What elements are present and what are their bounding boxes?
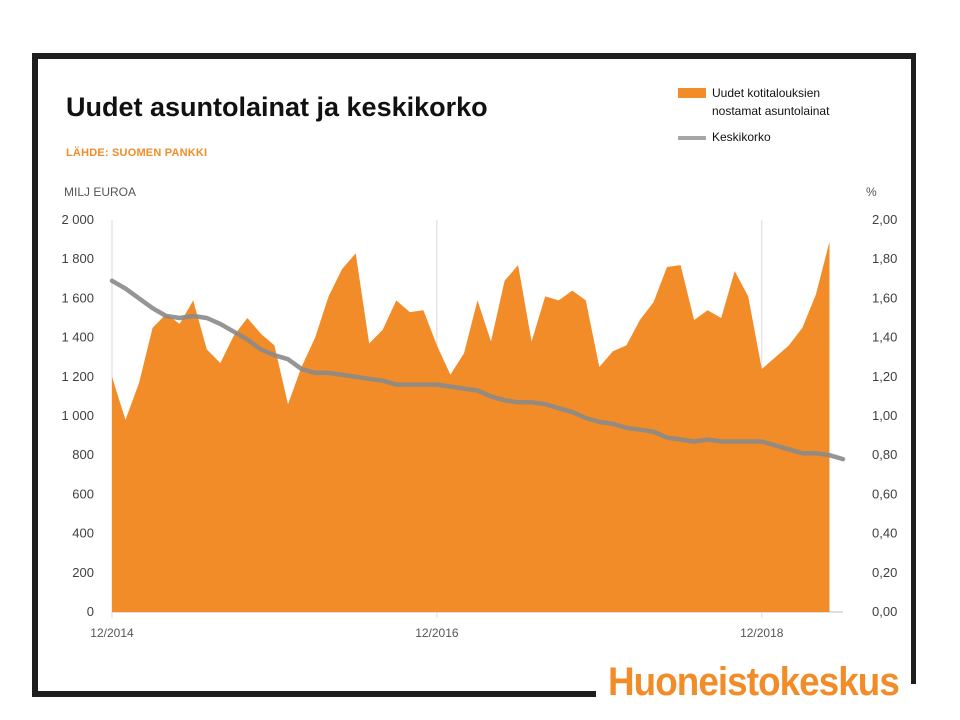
y-right-tick-label: 1,20 [872,369,897,384]
y-axis-right-title: % [866,185,877,199]
chart-source: LÄHDE: SUOMEN PANKKI [66,147,208,159]
legend-swatch-line [678,136,706,140]
legend-label-loans: Uudet kotitalouksien nostamat asuntolain… [712,84,862,120]
legend: Uudet kotitalouksien nostamat asuntolain… [678,84,862,154]
y-left-tick-label: 1 600 [61,290,94,305]
legend-swatch-area [678,88,706,98]
chart-frame [32,53,916,697]
legend-label-loans-line2: nostamat asuntolainat [712,104,830,118]
y-left-tick-label: 800 [72,447,94,462]
legend-label-loans-line1: Uudet kotitalouksien [712,86,821,100]
rate-line [109,278,846,462]
y-left-tick-label: 0 [87,604,94,619]
y-right-tick-label: 0,00 [872,604,897,619]
y-right-tick-label: 0,60 [872,486,897,501]
y-right-tick-label: 1,80 [872,251,897,266]
y-right-tick-label: 1,60 [872,290,897,305]
x-tick-label: 12/2016 [415,626,459,640]
y-right-tick-label: 0,20 [872,565,897,580]
y-left-tick-label: 1 800 [61,251,94,266]
y-left-tick-label: 2 000 [61,212,94,227]
y-left-tick-label: 1 200 [61,369,94,384]
y-left-tick-label: 1 000 [61,408,94,423]
x-tick-label: 12/2014 [90,626,134,640]
x-tick-label: 12/2018 [740,626,784,640]
legend-item-rate: Keskikorko [678,128,862,146]
frame-gap [596,684,926,704]
y-right-tick-label: 1,40 [872,330,897,345]
legend-item-loans: Uudet kotitalouksien nostamat asuntolain… [678,84,862,120]
legend-label-rate: Keskikorko [712,130,771,144]
chart-title: Uudet asuntolainat ja keskikorko [66,92,488,122]
loans-area [112,241,830,612]
y-right-tick-label: 0,40 [872,526,897,541]
y-axis-left-title: MILJ EUROA [64,185,136,199]
y-right-tick-label: 2,00 [872,212,897,227]
brand-logo: Huoneistokeskus [608,660,900,704]
y-left-tick-label: 600 [72,486,94,501]
y-left-tick-label: 200 [72,565,94,580]
y-right-tick-label: 1,00 [872,408,897,423]
y-left-tick-label: 400 [72,526,94,541]
y-left-tick-label: 1 400 [61,330,94,345]
y-right-tick-label: 0,80 [872,447,897,462]
